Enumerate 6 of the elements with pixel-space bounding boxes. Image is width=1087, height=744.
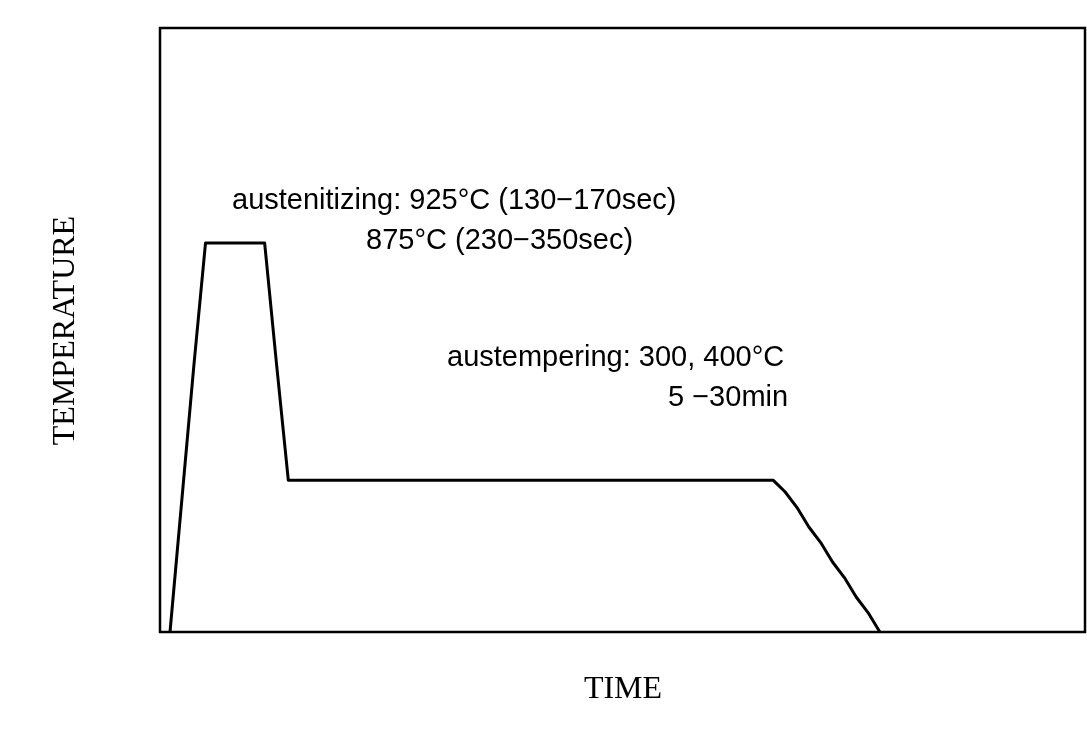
y-axis-title: TEMPERATURE — [44, 215, 81, 446]
x-axis-title: TIME — [583, 668, 663, 705]
annotation: austempering: 300, 400°C — [447, 340, 785, 372]
annotation: 875°C (230−350sec) — [366, 223, 634, 255]
text: austenitizing: 925°C (130−170sec) — [232, 183, 677, 215]
annotation: 5 −30min — [668, 380, 789, 412]
